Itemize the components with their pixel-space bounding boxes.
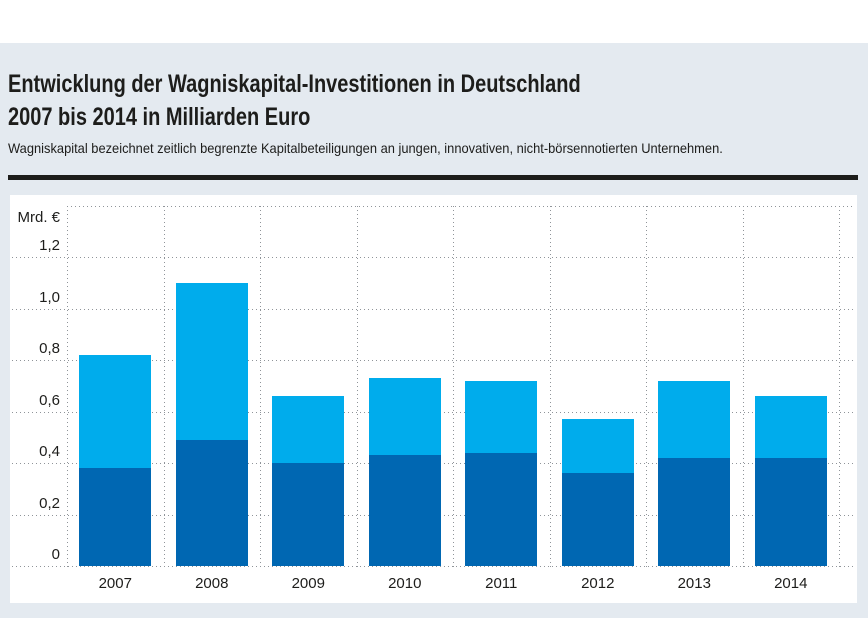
v-gridline-6 <box>646 205 647 570</box>
bar-2009-light-segment <box>272 396 345 463</box>
plot-top-gridline <box>67 205 855 207</box>
v-gridline-1 <box>163 205 165 570</box>
bar-2013-dark-segment <box>658 458 731 566</box>
y-tick-label-0,2: 0,2 <box>39 494 60 512</box>
h-gridline-1,0 <box>12 308 855 310</box>
x-tick-label-2011: 2011 <box>485 575 518 592</box>
y-tick-label-0: 0 <box>51 546 60 563</box>
bar-2013-light-segment <box>658 381 731 458</box>
bar-2014-dark-segment <box>754 458 827 566</box>
v-gridline-5 <box>549 205 551 570</box>
h-gridline-0 <box>12 566 855 567</box>
bar-2011-dark-segment <box>465 453 538 566</box>
y-tick-label-0,6: 0,6 <box>39 391 60 409</box>
x-tick-label-2007: 2007 <box>98 575 132 592</box>
x-tick-label-2010: 2010 <box>388 575 422 592</box>
x-tick-label-2009: 2009 <box>291 575 325 592</box>
y-tick-label-1,0: 1,0 <box>39 288 60 306</box>
x-tick-label-2013: 2013 <box>677 575 711 592</box>
v-gridline-7 <box>742 205 744 570</box>
y-tick-label-0,4: 0,4 <box>39 443 60 460</box>
x-tick-label-2008: 2008 <box>195 575 229 592</box>
v-gridline-3 <box>356 205 358 570</box>
bar-2008-light-segment <box>175 283 248 440</box>
y-tick-label-0,8: 0,8 <box>39 340 60 357</box>
x-tick-label-2012: 2012 <box>581 575 615 592</box>
bar-2011-light-segment <box>465 381 538 453</box>
bar-2009-dark-segment <box>272 463 345 566</box>
v-gridline-4 <box>453 205 454 570</box>
bar-2007-light-segment <box>79 355 152 468</box>
page-title: Entwicklung der Wagniskapital-Investitio… <box>8 68 724 134</box>
title-line-2: 2007 bis 2014 in Milliarden Euro <box>8 103 311 131</box>
v-gridline-8 <box>839 205 840 570</box>
bar-2010-dark-segment <box>368 455 441 566</box>
bar-2008-dark-segment <box>175 440 248 566</box>
chart-panel: Mrd. € 1,2 1,0 0,8 0,6 0,4 0,2 0 2007 2008 2009 20… <box>10 195 857 603</box>
bar-2014-light-segment <box>754 396 827 458</box>
h-gridline-1,2 <box>12 257 855 258</box>
header-divider <box>8 175 858 180</box>
bar-2012-light-segment <box>561 419 634 473</box>
chart-subtitle: Wagniskapital bezeichnet zeitlich begren… <box>8 139 785 157</box>
bar-2012-dark-segment <box>561 473 634 566</box>
h-gridline-0,8 <box>12 360 855 361</box>
bar-2007-dark-segment <box>79 468 152 566</box>
v-gridline-2 <box>260 205 261 570</box>
y-tick-label-1,2: 1,2 <box>39 237 60 254</box>
v-gridline-0 <box>67 205 68 570</box>
y-axis-unit-label: Mrd. € <box>17 209 60 226</box>
chart-subtitle-text: Wagniskapital bezeichnet zeitlich begren… <box>8 140 723 156</box>
top-white-band <box>0 0 868 43</box>
x-tick-label-2014: 2014 <box>774 575 808 592</box>
bar-2010-light-segment <box>368 378 441 455</box>
title-line-1: Entwicklung der Wagniskapital-Investitio… <box>8 70 581 98</box>
